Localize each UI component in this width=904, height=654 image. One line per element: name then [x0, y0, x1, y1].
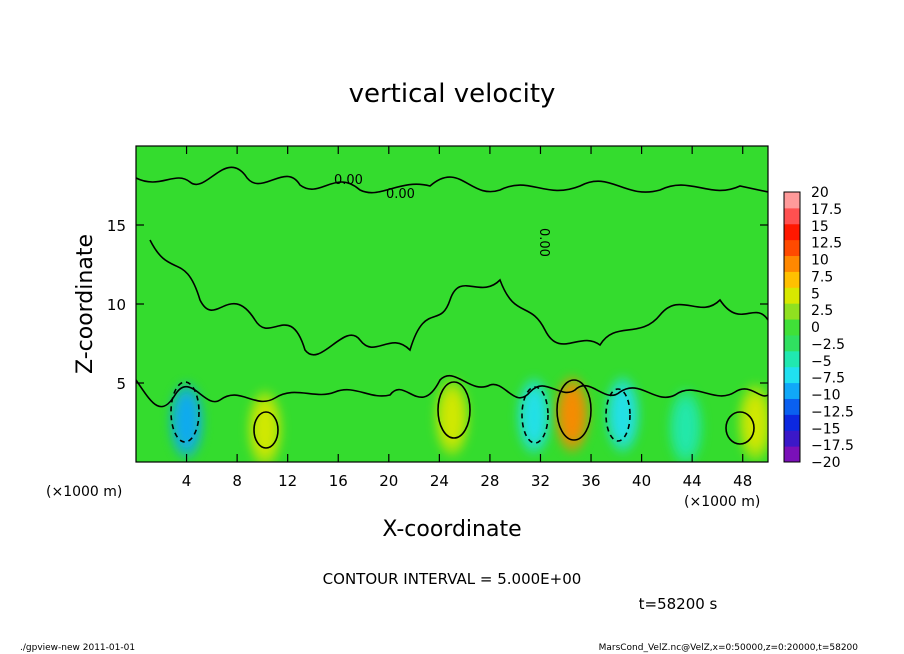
x-tick-label: 20: [379, 472, 398, 490]
colorbar-label: −17.5: [811, 438, 854, 454]
x-tick-label: 32: [531, 472, 550, 490]
colorbar-swatch: [784, 414, 800, 431]
x-tick-label: 40: [632, 472, 651, 490]
contour-closed-7: [725, 411, 755, 445]
contour-label: 0.00: [386, 187, 415, 202]
plot-area: 0.00 0.00 0.00: [135, 145, 769, 463]
colorbar-swatch: [784, 303, 800, 320]
contour-labels: 0.00 0.00 0.00: [334, 173, 551, 257]
contour-closed-3: [437, 381, 471, 439]
y-tick-label: 10: [107, 296, 126, 314]
x-axis-label: X-coordinate: [382, 517, 521, 542]
colorbar-swatch: [784, 319, 800, 336]
footer-right: MarsCond_VelZ.nc@VelZ,x=0:50000,z=0:2000…: [599, 643, 859, 653]
colorbar-label: 12.5: [811, 236, 842, 252]
x-tick-label: 44: [683, 472, 702, 490]
x-unit-left: (×1000 m): [46, 484, 122, 500]
colorbar-swatch: [784, 255, 800, 272]
colorbar-label: 7.5: [811, 269, 833, 285]
colorbar-swatch: [784, 398, 800, 415]
colorbar-label: 17.5: [811, 202, 842, 218]
colorbar-swatch: [784, 192, 800, 209]
colorbar-label: 0: [811, 320, 820, 336]
colorbar-label: −15: [811, 421, 841, 437]
colorbar-label: −10: [811, 388, 841, 404]
colorbar-frame: [783, 191, 801, 463]
colorbar-swatch: [784, 446, 800, 463]
contour-label: 0.00: [536, 228, 551, 257]
contour-closed-4: [521, 386, 549, 444]
colorbar-label: −12.5: [811, 404, 854, 420]
x-tick-label: 28: [480, 472, 499, 490]
y-axis: 5 10 15: [107, 217, 768, 393]
x-axis: 4 8 12 16 20 24 28 32 36 40 44 48: [182, 146, 752, 490]
colorbar-label: −2.5: [811, 337, 845, 353]
colorbar-label: 20: [811, 185, 829, 201]
footer-left: ./gpview-new 2011-01-01: [20, 643, 135, 653]
heatmap-feature: [441, 389, 463, 446]
heatmap-feature: [744, 394, 767, 451]
y-tick-label: 15: [107, 217, 126, 235]
contour-closed-6: [605, 388, 631, 442]
chart-title: vertical velocity: [349, 79, 556, 109]
colorbar-label: 10: [811, 253, 829, 269]
colorbar-swatch: [784, 350, 800, 368]
contour-zero-low: [136, 374, 768, 408]
heatmap-feature: [175, 392, 198, 449]
colorbar-label: −20: [811, 455, 841, 471]
y-axis-label: Z-coordinate: [73, 234, 98, 374]
colorbar-swatch: [784, 366, 800, 384]
x-tick-label: 12: [278, 472, 297, 490]
colorbar-label: −5: [811, 354, 832, 370]
contour-closed-5: [556, 379, 592, 441]
colorbar-label: 15: [811, 219, 829, 235]
y-tick-label: 5: [116, 375, 126, 393]
contour-closed-1: [170, 381, 200, 443]
x-tick-label: 24: [430, 472, 449, 490]
contour-label: 0.00: [334, 173, 363, 188]
colorbar-label: −7.5: [811, 371, 845, 387]
colorbar-swatch: [784, 223, 800, 241]
x-tick-label: 4: [182, 472, 192, 490]
x-tick-label: 16: [329, 472, 348, 490]
colorbar-swatch: [784, 271, 800, 288]
x-tick-label: 8: [232, 472, 242, 490]
colorbar-swatch: [784, 287, 800, 304]
contour-closed-2: [253, 411, 279, 449]
heatmap-feature: [674, 399, 697, 456]
colorbar-swatch: [784, 334, 800, 352]
colorbar: 2017.51512.5107.552.50−2.5−5−7.5−10−12.5…: [783, 185, 854, 471]
contour-interval-text: CONTOUR INTERVAL = 5.000E+00: [323, 570, 582, 588]
contour-zero-mid: [149, 239, 768, 356]
time-text: t=58200 s: [639, 595, 718, 613]
contour-lines: [136, 166, 768, 449]
colorbar-swatch: [784, 430, 800, 447]
colorbar-swatch: [784, 239, 800, 257]
colorbar-swatch: [784, 382, 800, 399]
colorbar-label: 2.5: [811, 303, 833, 319]
contour-zero-top: [136, 166, 768, 194]
heatmap-feature: [523, 388, 546, 445]
colorbar-swatch: [784, 207, 800, 225]
colorbar-label: 5: [811, 286, 820, 302]
x-tick-label: 36: [581, 472, 600, 490]
heatmap-feature: [561, 386, 584, 443]
x-unit-right: (×1000 m): [684, 494, 760, 510]
x-tick-label: 48: [733, 472, 752, 490]
